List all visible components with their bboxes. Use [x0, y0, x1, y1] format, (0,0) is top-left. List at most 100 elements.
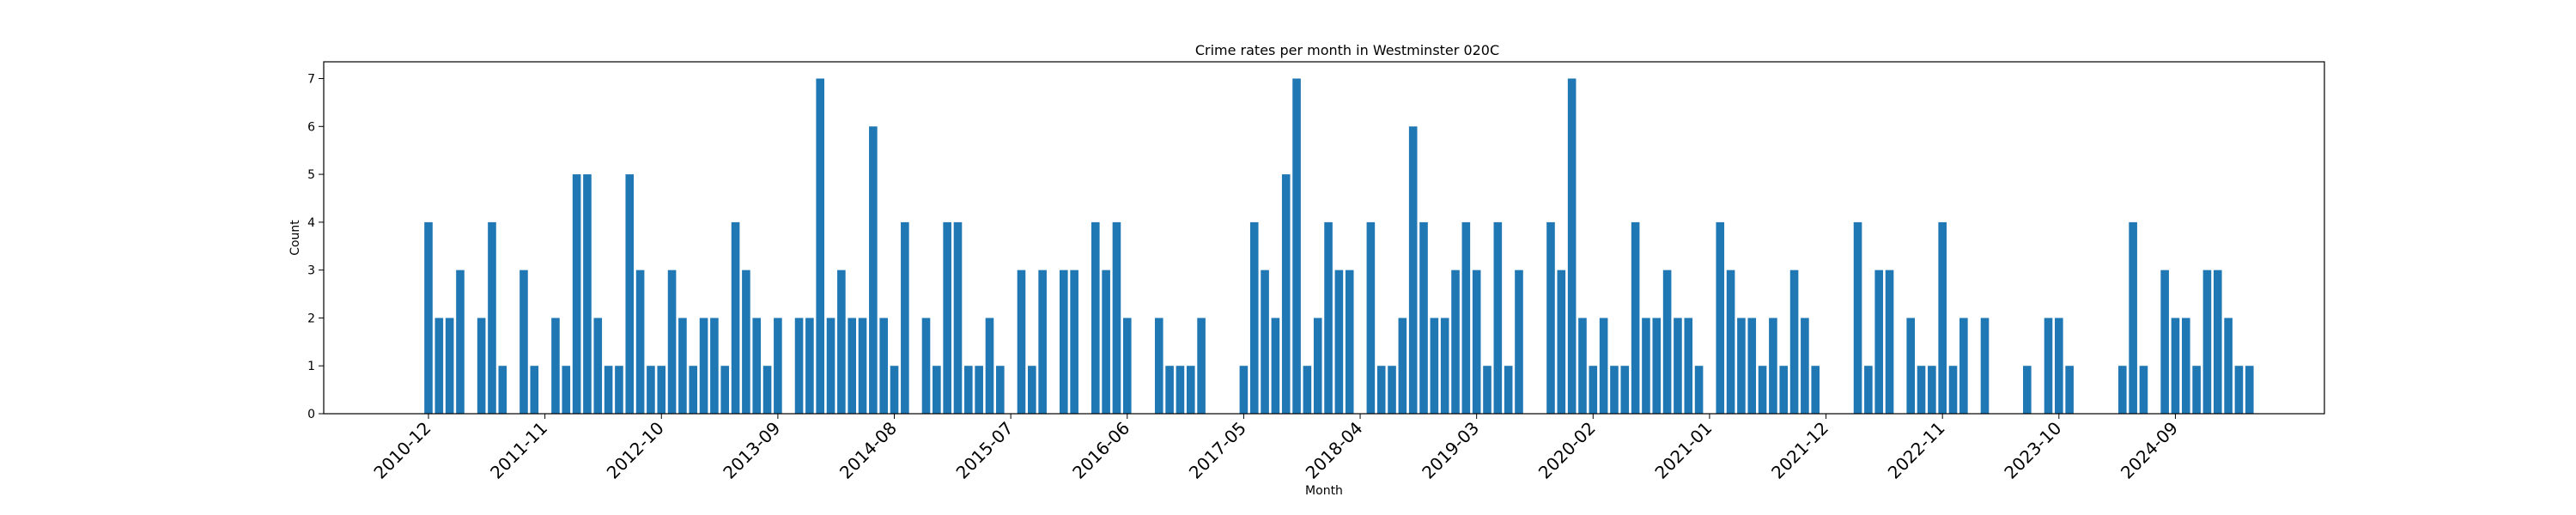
bar-2019-11 [1557, 270, 1566, 414]
bar-2024-09 [2171, 318, 2180, 414]
bar-2022-09 [1917, 366, 1926, 414]
bar-2015-10 [1038, 270, 1047, 414]
bar-2022-06 [1885, 270, 1894, 414]
x-tick-label: 2010-12 [369, 418, 434, 483]
bar-2016-12 [1186, 366, 1195, 414]
bar-2016-03 [1091, 221, 1100, 414]
x-axis: 2010-12 2011-11 2012-10 2013-09 2014-08 2015-… [369, 414, 2182, 483]
bar-2014-01 [816, 78, 825, 415]
bar-2016-06 [1122, 318, 1132, 414]
bar-2013-03 [710, 318, 719, 414]
bar-2019-06 [1504, 366, 1513, 414]
bar-2020-09 [1662, 270, 1672, 414]
bar-2021-03 [1726, 270, 1735, 414]
bar-2020-07 [1642, 318, 1650, 414]
bar-2016-05 [1112, 221, 1121, 414]
y-axis: 0 1 2 3 4 5 6 7 [307, 73, 324, 421]
bar-2019-02 [1461, 221, 1471, 414]
bar-2015-05 [985, 318, 994, 414]
bar-2022-03 [1853, 221, 1862, 414]
x-tick-label: 2016-06 [1068, 418, 1133, 483]
bar-2017-01 [1197, 318, 1206, 414]
plot-frame [323, 61, 2325, 415]
bar-2025-03 [2234, 366, 2244, 414]
bar-2014-11 [921, 318, 931, 414]
bar-2018-03 [1345, 270, 1354, 414]
bar-2016-11 [1176, 366, 1185, 414]
bar-2015-04 [975, 366, 983, 414]
bar-2021-08 [1779, 366, 1789, 414]
bar-2024-04 [2118, 366, 2127, 414]
bar-2012-09 [647, 366, 655, 414]
x-tick-label: 2012-10 [603, 418, 668, 483]
bar-2018-06 [1376, 366, 1386, 414]
bar-2015-01 [943, 221, 951, 414]
bar-2019-01 [1451, 270, 1460, 414]
chart-title: Crime rates per month in Westminster 020… [1195, 42, 1499, 58]
bar-2021-06 [1758, 366, 1767, 414]
bar-2014-06 [869, 126, 878, 414]
x-tick-label: 2013-09 [719, 418, 784, 483]
bar-2020-04 [1610, 366, 1619, 414]
y-axis-label: Count [289, 220, 302, 256]
bar-2011-07 [498, 366, 507, 414]
x-tick-label: 2011-11 [486, 418, 551, 483]
bar-2013-04 [720, 366, 730, 414]
y-tick-label: 3 [307, 264, 315, 278]
bar-2024-06 [2139, 366, 2148, 414]
bar-2024-12 [2202, 270, 2212, 414]
bars-group [424, 78, 2254, 415]
bar-2024-05 [2129, 221, 2137, 414]
bar-2023-11 [2065, 366, 2074, 414]
bar-2019-10 [1546, 221, 1555, 414]
bar-2011-09 [519, 270, 528, 414]
bar-2012-04 [593, 318, 603, 414]
bar-2013-09 [774, 318, 782, 414]
bar-2011-10 [530, 366, 539, 414]
bar-2012-12 [678, 318, 687, 414]
bar-2023-10 [2055, 318, 2063, 414]
bar-2021-04 [1737, 318, 1746, 414]
bar-2011-12 [551, 318, 560, 414]
x-tick-label: 2020-02 [1534, 418, 1600, 483]
bar-2018-02 [1334, 270, 1344, 414]
y-tick-label: 2 [307, 312, 315, 325]
bar-2018-11 [1430, 318, 1439, 414]
x-tick-label: 2021-01 [1650, 418, 1716, 483]
x-tick-label: 2019-03 [1418, 418, 1483, 483]
bar-2013-01 [689, 366, 698, 414]
bar-2023-07 [2023, 366, 2032, 414]
bar-2014-02 [826, 318, 835, 414]
bar-2012-05 [604, 366, 613, 414]
bar-2013-02 [699, 318, 708, 414]
bar-2012-02 [572, 174, 581, 414]
bar-2021-10 [1801, 318, 1809, 414]
bar-2023-09 [2044, 318, 2053, 414]
y-tick-label: 0 [307, 408, 315, 421]
bar-2015-06 [996, 366, 1005, 414]
bar-2020-02 [1589, 366, 1598, 414]
bar-2015-12 [1060, 270, 1068, 414]
x-tick-label: 2024-09 [2117, 418, 2182, 483]
bar-2020-05 [1620, 366, 1630, 414]
bar-2022-04 [1864, 366, 1873, 414]
bar-2013-11 [794, 318, 804, 414]
bar-2014-12 [933, 366, 941, 414]
bar-2022-12 [1948, 366, 1958, 414]
bar-2017-11 [1303, 366, 1312, 414]
bar-2011-05 [477, 318, 486, 414]
bar-2016-04 [1102, 270, 1110, 414]
bar-2019-07 [1515, 270, 1523, 414]
bar-2025-01 [2213, 270, 2222, 414]
bar-2022-11 [1938, 221, 1947, 414]
bar-2020-01 [1578, 318, 1587, 414]
bar-2025-04 [2245, 366, 2254, 414]
x-tick-label: 2015-07 [952, 418, 1018, 483]
x-tick-label: 2021-12 [1767, 418, 1832, 483]
bar-2025-02 [2224, 318, 2233, 414]
y-tick-label: 7 [307, 73, 315, 87]
bar-2021-07 [1769, 318, 1777, 414]
bar-2015-03 [964, 366, 973, 414]
x-axis-label: Month [1305, 484, 1343, 498]
